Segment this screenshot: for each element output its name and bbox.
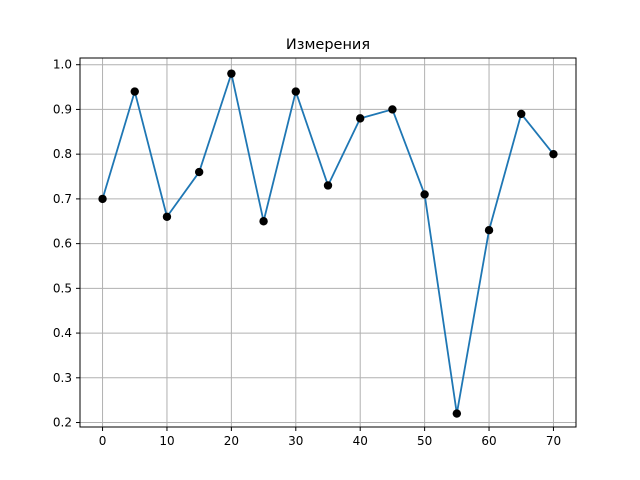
x-tick-label: 50 — [417, 434, 432, 448]
data-point — [388, 105, 397, 114]
y-tick-label: 0.5 — [53, 281, 72, 295]
axes-frame — [79, 57, 577, 428]
y-tick-label: 1.0 — [53, 58, 72, 72]
data-point — [356, 114, 365, 123]
y-tick-label: 0.7 — [53, 192, 72, 206]
x-tick-label: 40 — [353, 434, 368, 448]
x-tick-label: 20 — [224, 434, 239, 448]
x-axis: 0 10 20 30 40 50 60 70 — [99, 427, 561, 448]
x-tick-label: 60 — [481, 434, 496, 448]
x-tick-label: 30 — [288, 434, 303, 448]
data-point — [323, 181, 333, 190]
y-tick-label: 0.6 — [53, 237, 72, 251]
data-point — [484, 226, 494, 235]
y-axis: 0.2 0.3 0.4 0.5 0.6 0.7 0.8 0.9 1.0 — [53, 58, 80, 430]
data-point — [98, 194, 107, 204]
data-point — [259, 217, 268, 226]
y-tick-label: 0.3 — [53, 371, 72, 385]
y-tick-label: 0.4 — [53, 326, 72, 340]
y-tick-label: 0.8 — [53, 147, 72, 161]
data-point — [194, 167, 204, 177]
grid — [80, 58, 576, 427]
x-tick-label: 10 — [159, 434, 174, 448]
data-point — [517, 109, 526, 119]
y-tick-label: 0.2 — [53, 416, 72, 430]
x-tick-label: 0 — [99, 434, 107, 448]
series-layer — [98, 69, 558, 418]
x-tick-label: 70 — [546, 434, 561, 448]
data-point — [291, 87, 300, 96]
y-tick-label: 0.9 — [53, 102, 72, 116]
data-point — [227, 69, 236, 78]
data-point — [420, 190, 429, 199]
data-point — [130, 87, 139, 96]
data-point — [162, 212, 172, 221]
data-point — [452, 409, 462, 418]
data-point — [549, 149, 558, 159]
chart-title: Измерения — [286, 37, 370, 53]
